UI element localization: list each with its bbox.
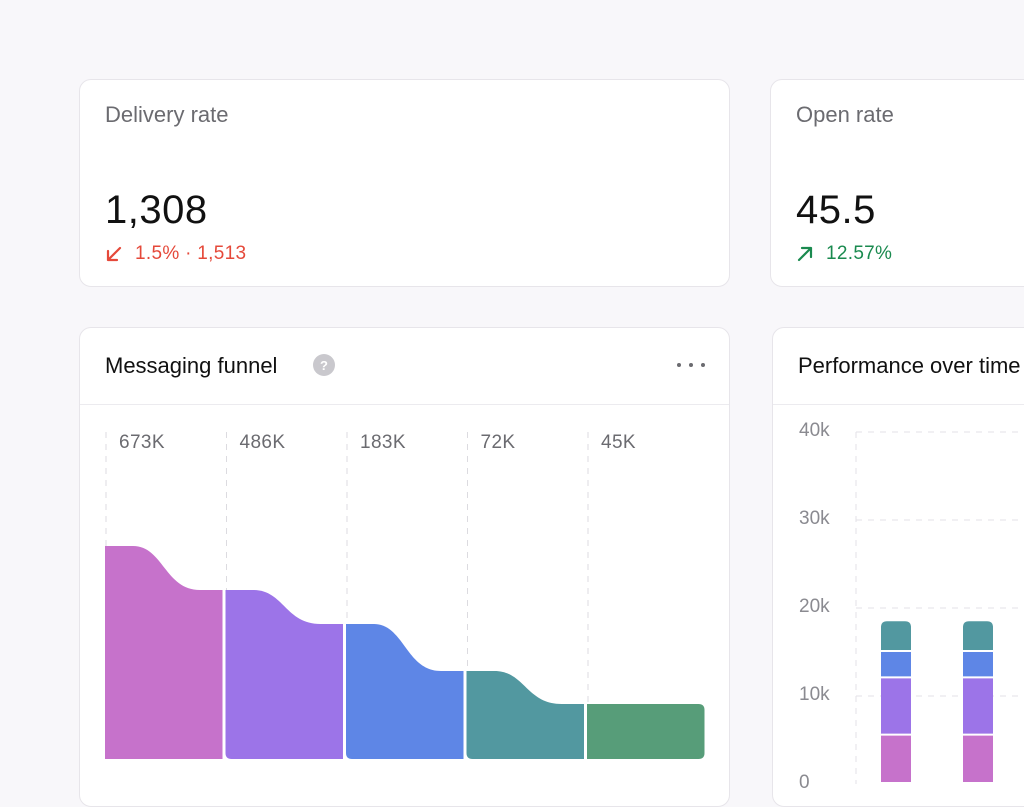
arrow-down-left-icon [106, 246, 122, 262]
stacked-bar[interactable] [963, 621, 993, 782]
open-rate-delta-text: 12.57% [826, 243, 893, 264]
funnel-stage-1[interactable] [105, 546, 223, 759]
more-dot [677, 363, 681, 367]
funnel-title: Messaging funnel [105, 353, 278, 378]
y-tick-label: 30k [799, 508, 830, 529]
funnel-value-label: 45K [601, 432, 637, 453]
performance-title: Performance over time [798, 353, 1021, 378]
open-rate-delta: 12.57% [796, 243, 892, 265]
funnel-stage-5[interactable] [587, 704, 705, 759]
performance-card: Performance over time 0 10k 20k 30k 40k [772, 327, 1024, 807]
messaging-funnel-card: Messaging funnel ? 673K 486K 183K 72K 45K [79, 327, 730, 807]
bar-segment-4 [881, 621, 911, 650]
y-tick-label: 40k [799, 420, 830, 441]
funnel-value-label: 673K [119, 432, 165, 453]
more-dot [701, 363, 705, 367]
bar-segment-1 [963, 735, 993, 782]
arrow-up-right-icon [797, 246, 813, 262]
open-rate-card: Open rate 45.5 12.57% [770, 79, 1024, 287]
bar-segment-3 [881, 652, 911, 677]
bar-segment-2 [963, 678, 993, 734]
delivery-rate-delta: 1.5% · 1,513 [105, 243, 246, 265]
help-icon[interactable]: ? [313, 354, 335, 376]
more-options-button[interactable] [677, 354, 705, 376]
funnel-value-label: 486K [239, 432, 286, 453]
funnel-chart [105, 432, 705, 759]
performance-chart [855, 431, 1024, 784]
funnel-card-header: Messaging funnel ? [80, 328, 729, 405]
more-dot [689, 363, 693, 367]
delivery-rate-value: 1,308 [105, 188, 208, 232]
bar-segment-4 [963, 621, 993, 650]
y-tick-label: 10k [799, 684, 830, 705]
funnel-value-label: 72K [480, 432, 516, 453]
funnel-stages [105, 546, 705, 759]
delivery-rate-card: Delivery rate 1,308 1.5% · 1,513 [79, 79, 730, 287]
funnel-stage-3[interactable] [346, 624, 464, 759]
delivery-rate-label: Delivery rate [105, 102, 229, 127]
open-rate-value: 45.5 [796, 188, 876, 232]
funnel-stage-4[interactable] [466, 671, 585, 759]
bar-segment-1 [881, 735, 911, 782]
open-rate-label: Open rate [796, 102, 894, 127]
funnel-guides [105, 432, 589, 704]
delivery-rate-delta-text: 1.5% · 1,513 [135, 243, 247, 264]
bar-segment-3 [963, 652, 993, 677]
performance-card-header: Performance over time [773, 328, 1024, 405]
funnel-value-label: 183K [360, 432, 406, 453]
y-tick-label: 20k [799, 596, 830, 617]
funnel-stage-2[interactable] [225, 590, 344, 759]
stacked-bar[interactable] [881, 621, 911, 782]
bar-segment-2 [881, 678, 911, 734]
